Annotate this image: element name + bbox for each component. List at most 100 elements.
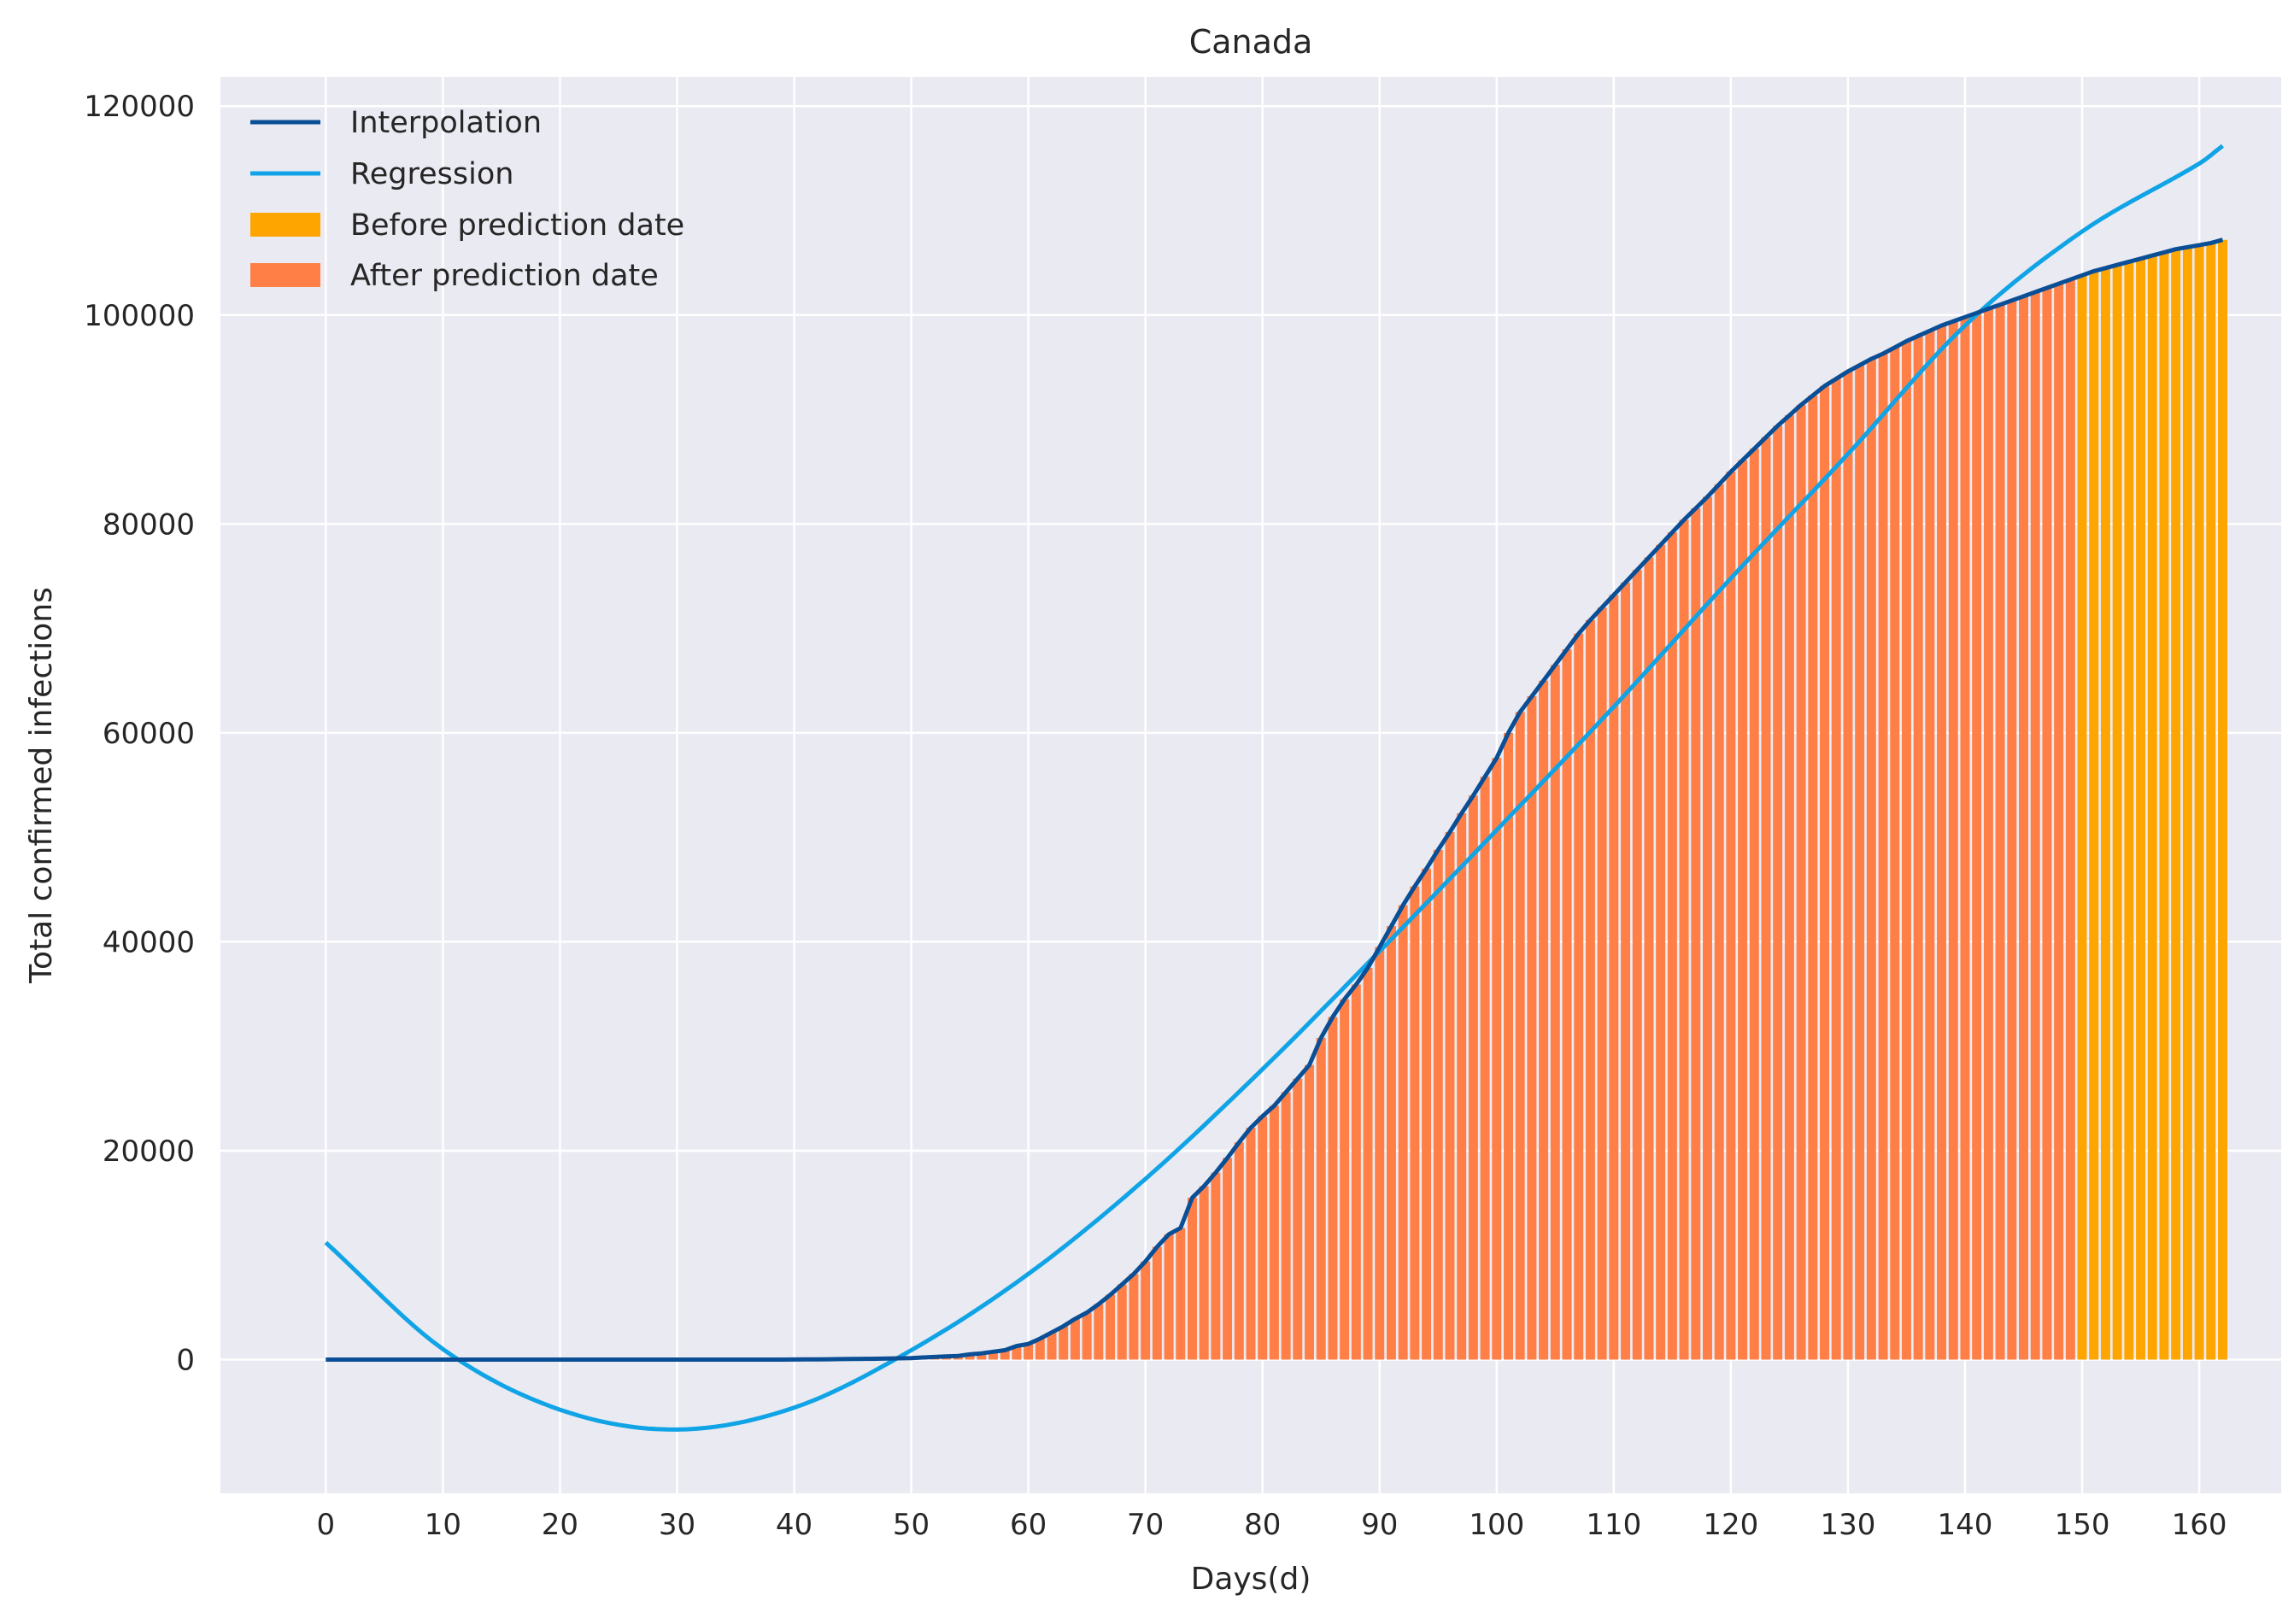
x-tick-label: 110	[1586, 1508, 1641, 1542]
bar	[1492, 758, 1501, 1359]
bar	[1082, 1312, 1092, 1359]
bar	[1715, 484, 1724, 1360]
bar	[1750, 449, 1759, 1359]
bar	[1902, 341, 1911, 1359]
bar	[1691, 508, 1700, 1360]
bar	[1399, 906, 1408, 1360]
bar	[2218, 240, 2227, 1360]
bar	[2148, 255, 2157, 1359]
y-tick-label: 20000	[103, 1134, 195, 1169]
bar	[1317, 1038, 1326, 1360]
bar	[2159, 252, 2168, 1359]
bar	[1364, 968, 1373, 1360]
bar	[1165, 1234, 1174, 1360]
bar	[1984, 308, 1993, 1359]
bar	[1375, 947, 1384, 1360]
bar	[1773, 425, 1782, 1359]
chart-title: Canada	[1189, 23, 1313, 61]
x-tick-label: 0	[317, 1508, 336, 1542]
legend-swatch-after-prediction	[250, 263, 320, 287]
bar	[2054, 284, 2063, 1359]
bar	[1293, 1079, 1302, 1360]
x-tick-label: 60	[1010, 1508, 1047, 1542]
bar	[2007, 301, 2016, 1360]
bar	[1305, 1065, 1314, 1360]
bar	[1422, 869, 1431, 1360]
bar	[2195, 245, 2204, 1360]
y-tick-label: 120000	[84, 90, 195, 124]
bar	[2124, 261, 2133, 1359]
x-tick-label: 50	[893, 1508, 930, 1542]
y-tick-label: 80000	[103, 507, 195, 542]
legend-label-before-prediction: Before prediction date	[350, 208, 684, 243]
bar	[1504, 733, 1513, 1360]
x-tick-label: 100	[1469, 1508, 1524, 1542]
bar	[1937, 325, 1946, 1359]
bar	[1469, 795, 1478, 1359]
bar	[1094, 1304, 1103, 1360]
bar	[1247, 1128, 1256, 1359]
bar	[1258, 1117, 1267, 1360]
x-axis-label: Days(d)	[1191, 1562, 1311, 1597]
bar	[1890, 348, 1899, 1360]
bar	[1867, 359, 1876, 1359]
x-tick-label: 130	[1820, 1508, 1875, 1542]
bar	[1270, 1105, 1279, 1359]
bar	[1410, 887, 1419, 1360]
x-tick-label: 70	[1127, 1508, 1164, 1542]
bar	[1843, 372, 1852, 1360]
x-tick-label: 150	[2055, 1508, 2110, 1542]
bar	[1153, 1246, 1162, 1359]
x-tick-label: 90	[1361, 1508, 1398, 1542]
bar	[1703, 497, 1712, 1360]
bar	[1668, 532, 1677, 1359]
bar	[2089, 271, 2098, 1359]
bar	[1200, 1187, 1209, 1360]
x-tick-label: 20	[542, 1508, 578, 1542]
bar	[1176, 1228, 1185, 1359]
bar	[1832, 378, 1841, 1359]
bar	[2066, 279, 2075, 1359]
bar	[1387, 926, 1396, 1359]
bar	[1235, 1142, 1244, 1359]
bar	[1434, 850, 1443, 1360]
bar	[1914, 336, 1923, 1359]
bar	[1656, 545, 1665, 1360]
bar	[1340, 1000, 1349, 1360]
bar	[1855, 365, 1864, 1359]
x-tick-label: 10	[425, 1508, 461, 1542]
bar	[1925, 331, 1934, 1359]
bar	[1071, 1319, 1080, 1360]
bar	[1996, 305, 2005, 1360]
bar	[2078, 275, 2087, 1359]
bar	[2183, 247, 2192, 1359]
legend-label-after-prediction: After prediction date	[350, 259, 659, 293]
bar	[1352, 985, 1361, 1360]
bar	[1457, 813, 1466, 1359]
bar	[2136, 259, 2145, 1360]
bar	[1972, 313, 1981, 1359]
bar	[2113, 265, 2122, 1359]
bar	[1106, 1295, 1115, 1360]
y-tick-label: 100000	[84, 299, 195, 333]
x-tick-label: 80	[1244, 1508, 1281, 1542]
y-tick-label: 60000	[103, 717, 195, 751]
bar	[2031, 292, 2040, 1360]
x-tick-label: 40	[776, 1508, 813, 1542]
bar	[2101, 268, 2110, 1360]
bar	[2019, 296, 2028, 1360]
bar	[1141, 1262, 1150, 1360]
bar	[1738, 460, 1747, 1360]
bar	[2042, 288, 2051, 1360]
bar	[1820, 386, 1829, 1360]
bar	[1328, 1017, 1337, 1359]
bar	[1059, 1326, 1068, 1359]
x-tick-label: 120	[1703, 1508, 1758, 1542]
bar	[1481, 777, 1490, 1359]
bar	[1118, 1284, 1127, 1359]
bar	[1808, 396, 1817, 1360]
bar	[1680, 519, 1689, 1359]
bar	[1726, 472, 1735, 1359]
